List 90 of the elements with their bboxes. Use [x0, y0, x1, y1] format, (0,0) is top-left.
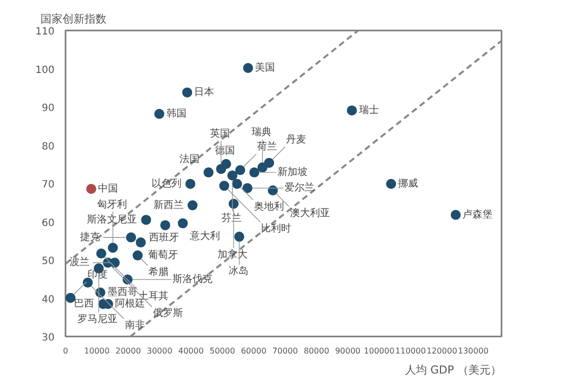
point: [227, 170, 238, 180]
point: [126, 232, 136, 242]
point: [82, 278, 93, 288]
annotation: 西班牙: [149, 232, 180, 244]
annotation: 荷兰: [257, 140, 278, 153]
point: [204, 167, 214, 178]
x-tick-label: 130000: [458, 346, 489, 356]
point: [185, 178, 196, 189]
y-tick-label: 80: [42, 141, 55, 152]
annotation: 挪威: [398, 177, 418, 190]
point: [264, 158, 274, 168]
point: [96, 248, 106, 258]
point: [243, 62, 254, 73]
x-tick-label: 90000: [335, 346, 361, 356]
annotation: 中国: [98, 182, 118, 194]
point: [235, 165, 246, 176]
point: [66, 292, 76, 303]
annotation: 瑞典: [251, 126, 272, 138]
annotation: 匈牙利: [96, 198, 127, 210]
x-tick-label: 80000: [304, 346, 330, 356]
annotation: 澳大利亚: [290, 206, 330, 219]
y-tick-label: 60: [42, 218, 55, 229]
annotation: 印度: [88, 268, 108, 280]
x-tick-label: 100000: [364, 346, 394, 356]
y-tick-label: 30: [42, 332, 55, 344]
x-tick-label: 40000: [178, 346, 204, 356]
annotation: 美国: [255, 61, 276, 74]
point: [234, 232, 244, 242]
annotation: 罗马尼亚: [78, 314, 118, 325]
y-axis-title: 国家创新指数: [40, 12, 106, 26]
x-tick-label: 10000: [84, 346, 110, 356]
y-tick-label: 70: [42, 180, 55, 190]
point: [188, 200, 198, 210]
point: [232, 178, 242, 189]
point: [386, 178, 396, 189]
x-tick-label: 60000: [240, 346, 266, 356]
annotation: 新加坡: [277, 166, 308, 178]
annotation: 日本: [194, 86, 214, 98]
point: [110, 258, 120, 268]
annotation: 法国: [180, 152, 200, 165]
y-tick-label: 90: [42, 103, 55, 114]
annotation: 以色列: [151, 177, 182, 190]
point: [154, 108, 164, 119]
x-tick-label: 0: [62, 346, 68, 356]
point: [450, 210, 461, 220]
annotation: 瑞士: [358, 104, 379, 116]
x-tick-label: 50000: [210, 346, 236, 356]
annotation: 斯洛伐克: [172, 273, 213, 286]
annotation: 墨西哥: [107, 287, 138, 298]
y-tick-label: 110: [35, 26, 55, 38]
point: [219, 180, 230, 191]
point: [216, 164, 226, 174]
point: [132, 250, 143, 260]
annotation: 奥地利: [254, 200, 284, 212]
annotation: 希腊: [148, 266, 169, 278]
point: [86, 184, 96, 194]
point: [108, 242, 118, 253]
point: [136, 237, 146, 248]
point: [346, 105, 357, 116]
point: [182, 87, 192, 98]
y-tick-label: 50: [42, 256, 55, 267]
annotation: 南非: [124, 319, 145, 332]
annotation: 韩国: [166, 107, 186, 120]
x-tick-label: 120000: [426, 346, 458, 356]
annotation: 卢森堡: [462, 208, 493, 220]
annotation: 冰岛: [228, 265, 248, 278]
annotation: 丹麦: [286, 133, 306, 146]
annotation: 意大利: [188, 230, 220, 242]
x-tick-label: 110000: [395, 346, 426, 356]
annotation: 葡萄牙: [148, 248, 178, 261]
annotation: 巴西: [74, 298, 94, 310]
annotation: 德国: [215, 145, 236, 156]
x-tick-label: 20000: [116, 346, 141, 356]
annotation: 新西兰: [154, 198, 184, 211]
point: [249, 167, 260, 178]
x-axis-title: 人均 GDP （美元）: [404, 364, 502, 376]
x-tick-label: 70000: [272, 346, 298, 356]
annotation: 加拿大: [218, 248, 248, 260]
annotation: 波兰: [70, 256, 90, 268]
point: [141, 214, 152, 225]
annotation: 爱尔兰: [284, 182, 314, 194]
x-tick-label: 30000: [146, 346, 172, 356]
annotation: 英国: [210, 127, 230, 140]
annotation: 捷克: [80, 230, 100, 243]
y-tick-label: 40: [42, 294, 55, 306]
point: [160, 220, 170, 230]
point: [242, 183, 252, 194]
annotation: 俄罗斯: [152, 307, 183, 320]
y-tick-label: 100: [35, 64, 55, 76]
point: [178, 218, 188, 228]
